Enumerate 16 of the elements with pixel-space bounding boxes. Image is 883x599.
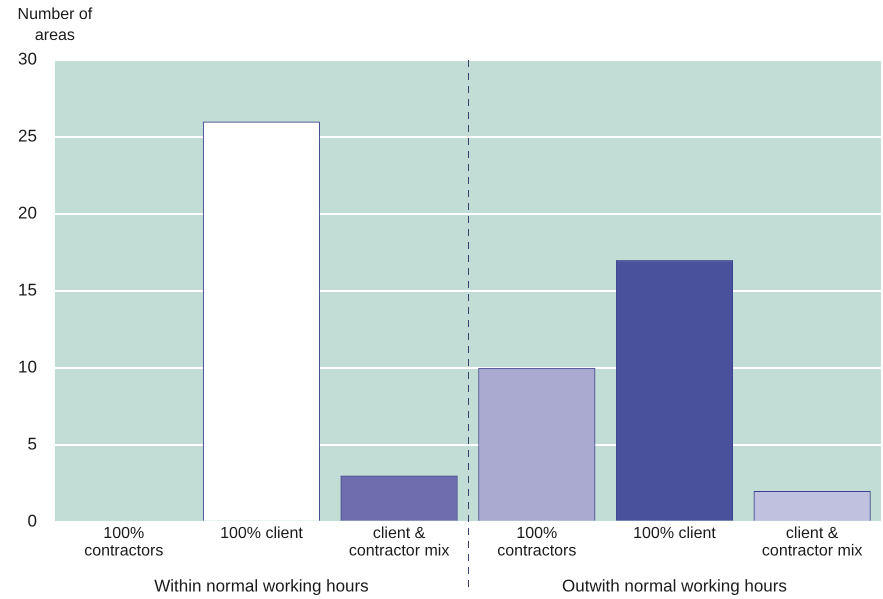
y-tick-label: 30 xyxy=(18,50,37,69)
y-tick-label: 15 xyxy=(18,280,37,300)
x-tick-label: 100% client xyxy=(633,525,716,542)
x-tick-label: client & contractor mix xyxy=(348,525,450,560)
y-tick-label: 5 xyxy=(27,434,37,454)
x-tick-label: 100% contractors xyxy=(84,525,164,560)
y-tick-label: 20 xyxy=(18,204,37,223)
x-tick-label: 100% client xyxy=(220,525,304,542)
y-tick-label: 0 xyxy=(27,511,37,530)
text: Within normal working hours xyxy=(154,576,369,596)
x-tick-label: 100% contractors xyxy=(497,525,576,560)
y-tick-label: 10 xyxy=(18,358,37,377)
text: Outwith normal working hours xyxy=(562,576,787,596)
x-tick-label: client & contractor mix xyxy=(762,525,862,560)
y-tick-label: 25 xyxy=(18,126,37,146)
y-axis-title: Number of areas xyxy=(16,5,94,46)
